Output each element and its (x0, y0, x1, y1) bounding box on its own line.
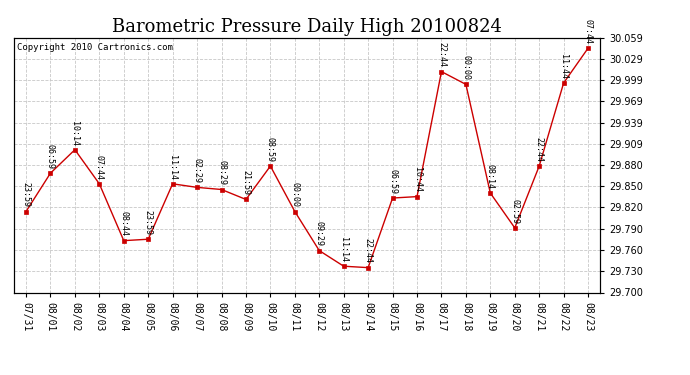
Title: Barometric Pressure Daily High 20100824: Barometric Pressure Daily High 20100824 (112, 18, 502, 36)
Text: 08:14: 08:14 (486, 164, 495, 189)
Text: 23:59: 23:59 (144, 210, 152, 235)
Text: Copyright 2010 Cartronics.com: Copyright 2010 Cartronics.com (17, 43, 172, 52)
Text: 06:59: 06:59 (46, 144, 55, 169)
Text: 11:14: 11:14 (168, 154, 177, 180)
Text: 07:44: 07:44 (95, 154, 103, 180)
Text: 22:44: 22:44 (364, 238, 373, 264)
Text: 06:59: 06:59 (388, 169, 397, 194)
Text: 11:14: 11:14 (339, 237, 348, 262)
Text: 00:00: 00:00 (290, 182, 299, 207)
Text: 02:59: 02:59 (511, 199, 520, 224)
Text: 07:44: 07:44 (584, 19, 593, 44)
Text: 10:14: 10:14 (70, 120, 79, 146)
Text: 11:44: 11:44 (559, 54, 568, 79)
Text: 00:00: 00:00 (462, 55, 471, 80)
Text: 10:44: 10:44 (413, 168, 422, 192)
Text: 22:44: 22:44 (535, 137, 544, 162)
Text: 23:59: 23:59 (21, 182, 30, 207)
Text: 22:44: 22:44 (437, 42, 446, 68)
Text: 02:29: 02:29 (193, 158, 201, 183)
Text: 09:29: 09:29 (315, 221, 324, 246)
Text: 21:59: 21:59 (241, 170, 250, 195)
Text: 08:29: 08:29 (217, 160, 226, 185)
Text: 08:44: 08:44 (119, 211, 128, 237)
Text: 08:59: 08:59 (266, 137, 275, 162)
